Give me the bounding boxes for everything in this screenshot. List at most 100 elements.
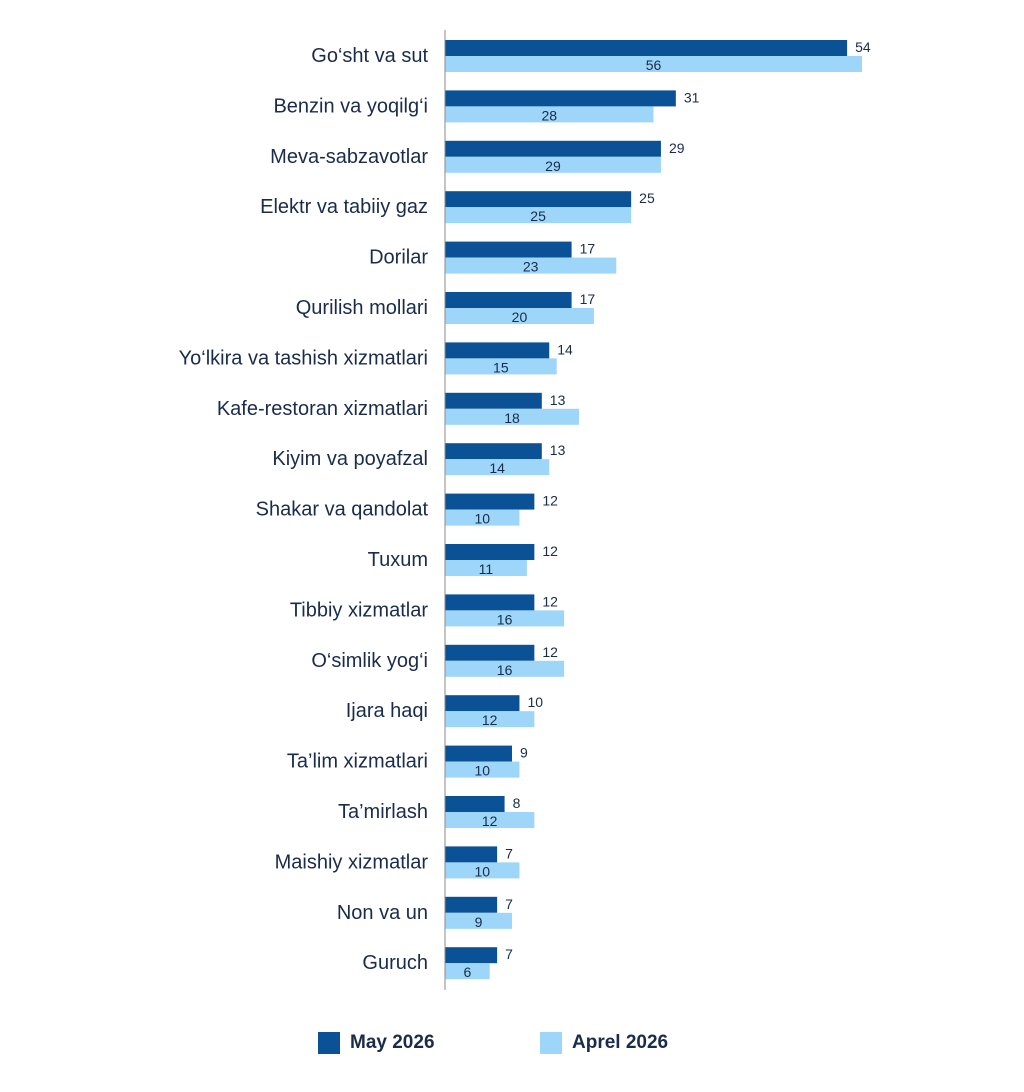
- category-label: Kafe-restoran xizmatlari: [217, 398, 428, 420]
- category-label: Tuxum: [368, 549, 428, 571]
- legend: May 2026 Aprel 2026: [0, 1028, 1024, 1060]
- value-label-series-1: 13: [550, 442, 566, 458]
- bar-series-1: [445, 90, 676, 107]
- value-label-series-1: 7: [505, 896, 513, 912]
- value-label-series-1: 25: [639, 190, 655, 206]
- value-label-series-1: 12: [542, 644, 558, 660]
- bar-series-1: [445, 140, 661, 157]
- bar-series-2: [445, 56, 862, 72]
- value-label-series-1: 17: [580, 241, 596, 257]
- bar-series-1: [445, 896, 498, 913]
- value-label-series-1: 17: [580, 291, 596, 307]
- value-label-series-2: 16: [497, 611, 513, 627]
- value-label-series-1: 12: [542, 493, 558, 509]
- category-label: Ijara haqi: [346, 700, 428, 722]
- bar-series-2: [445, 761, 520, 778]
- bar-series-1: [445, 594, 535, 611]
- value-label-series-2: 29: [545, 158, 561, 174]
- value-label-series-2: 9: [475, 914, 483, 930]
- legend-label-series-1: May 2026: [350, 1032, 435, 1053]
- bar-series-1: [445, 392, 542, 409]
- bar-series-2: [445, 459, 550, 476]
- bar-series-2: [445, 862, 520, 879]
- bar-series-2: [445, 660, 565, 677]
- bar-series-1: [445, 191, 632, 208]
- category-label: Non va un: [337, 902, 428, 924]
- value-label-series-2: 10: [474, 863, 490, 879]
- value-label-series-2: 15: [493, 359, 509, 375]
- bar-series-1: [445, 342, 550, 359]
- legend-item-series-1: May 2026: [318, 1028, 435, 1058]
- bar-series-2: [445, 408, 580, 425]
- category-label: O‘simlik yog‘i: [311, 650, 428, 672]
- bar-series-2: [445, 610, 565, 627]
- value-label-series-2: 56: [646, 57, 662, 73]
- bar-series-1: [445, 443, 542, 460]
- value-label-series-2: 12: [482, 813, 498, 829]
- value-label-series-2: 10: [474, 511, 490, 527]
- category-label: Maishiy xizmatlar: [275, 851, 429, 873]
- bar-series-2: [445, 560, 527, 576]
- category-label: Dorilar: [369, 247, 428, 269]
- bar-series-1: [445, 846, 498, 863]
- legend-label-series-2: Aprel 2026: [572, 1032, 669, 1053]
- value-label-series-1: 12: [542, 543, 558, 559]
- bars-layer: [445, 40, 862, 980]
- bar-series-1: [445, 644, 535, 661]
- category-label: Guruch: [362, 952, 428, 974]
- value-label-series-1: 7: [505, 845, 513, 861]
- bar-series-2: [445, 358, 557, 375]
- value-label-series-1: 13: [550, 392, 566, 408]
- bar-series-2: [445, 509, 520, 526]
- value-label-series-1: 8: [513, 795, 521, 811]
- bar-series-1: [445, 493, 535, 510]
- bar-series-1: [445, 947, 498, 964]
- value-label-series-2: 12: [482, 712, 498, 728]
- bar-series-1: [445, 745, 513, 762]
- value-label-series-1: 14: [557, 341, 573, 357]
- category-label: Kiyim va poyafzal: [272, 448, 428, 470]
- category-label: Meva-sabzavotlar: [270, 146, 428, 168]
- category-label: Ta’lim xizmatlari: [287, 751, 428, 773]
- category-label: Shakar va qandolat: [256, 499, 429, 521]
- value-label-series-1: 31: [684, 89, 700, 105]
- value-label-series-1: 9: [520, 745, 528, 761]
- value-label-series-2: 10: [474, 763, 490, 779]
- bar-series-2: [445, 106, 654, 123]
- category-label: Elektr va tabiiy gaz: [260, 196, 428, 218]
- bar-series-2: [445, 912, 513, 929]
- bar-series-2: [445, 257, 617, 274]
- bar-series-2: [445, 207, 632, 224]
- bar-series-1: [445, 796, 505, 812]
- bar-series-1: [445, 544, 535, 560]
- value-label-series-2: 11: [479, 561, 494, 577]
- value-label-series-2: 18: [504, 410, 520, 426]
- value-label-series-2: 28: [541, 107, 557, 123]
- bar-series-1: [445, 695, 520, 712]
- legend-swatch-series-2: [540, 1032, 562, 1054]
- legend-swatch-series-1: [318, 1032, 340, 1054]
- value-label-series-2: 25: [530, 208, 546, 224]
- value-label-series-2: 6: [463, 964, 471, 980]
- bar-series-2: [445, 963, 490, 980]
- bar-series-2: [445, 308, 594, 324]
- category-label: Qurilish mollari: [296, 297, 428, 319]
- category-label: Benzin va yoqilg‘i: [273, 95, 428, 117]
- category-label: Tibbiy xizmatlar: [290, 599, 429, 621]
- value-label-series-2: 20: [512, 309, 528, 325]
- legend-item-series-2: Aprel 2026: [540, 1028, 668, 1058]
- value-label-series-2: 14: [489, 460, 505, 476]
- bar-chart: Go‘sht va sut 54 56 Benzin va yoqilg‘i 31 28 M…: [179, 30, 871, 990]
- labels-layer: Go‘sht va sut 54 56 Benzin va yoqilg‘i 31 28 M…: [179, 39, 871, 980]
- bar-series-1: [445, 241, 572, 258]
- bar-series-1: [445, 40, 848, 56]
- value-label-series-1: 29: [669, 140, 685, 156]
- bar-series-1: [445, 292, 572, 308]
- category-label: Ta’mirlash: [338, 801, 428, 823]
- value-label-series-1: 7: [505, 946, 513, 962]
- value-label-series-1: 10: [527, 694, 543, 710]
- bar-series-2: [445, 156, 661, 173]
- value-label-series-1: 54: [855, 39, 871, 55]
- value-label-series-2: 23: [523, 259, 539, 275]
- category-label: Go‘sht va sut: [311, 45, 428, 67]
